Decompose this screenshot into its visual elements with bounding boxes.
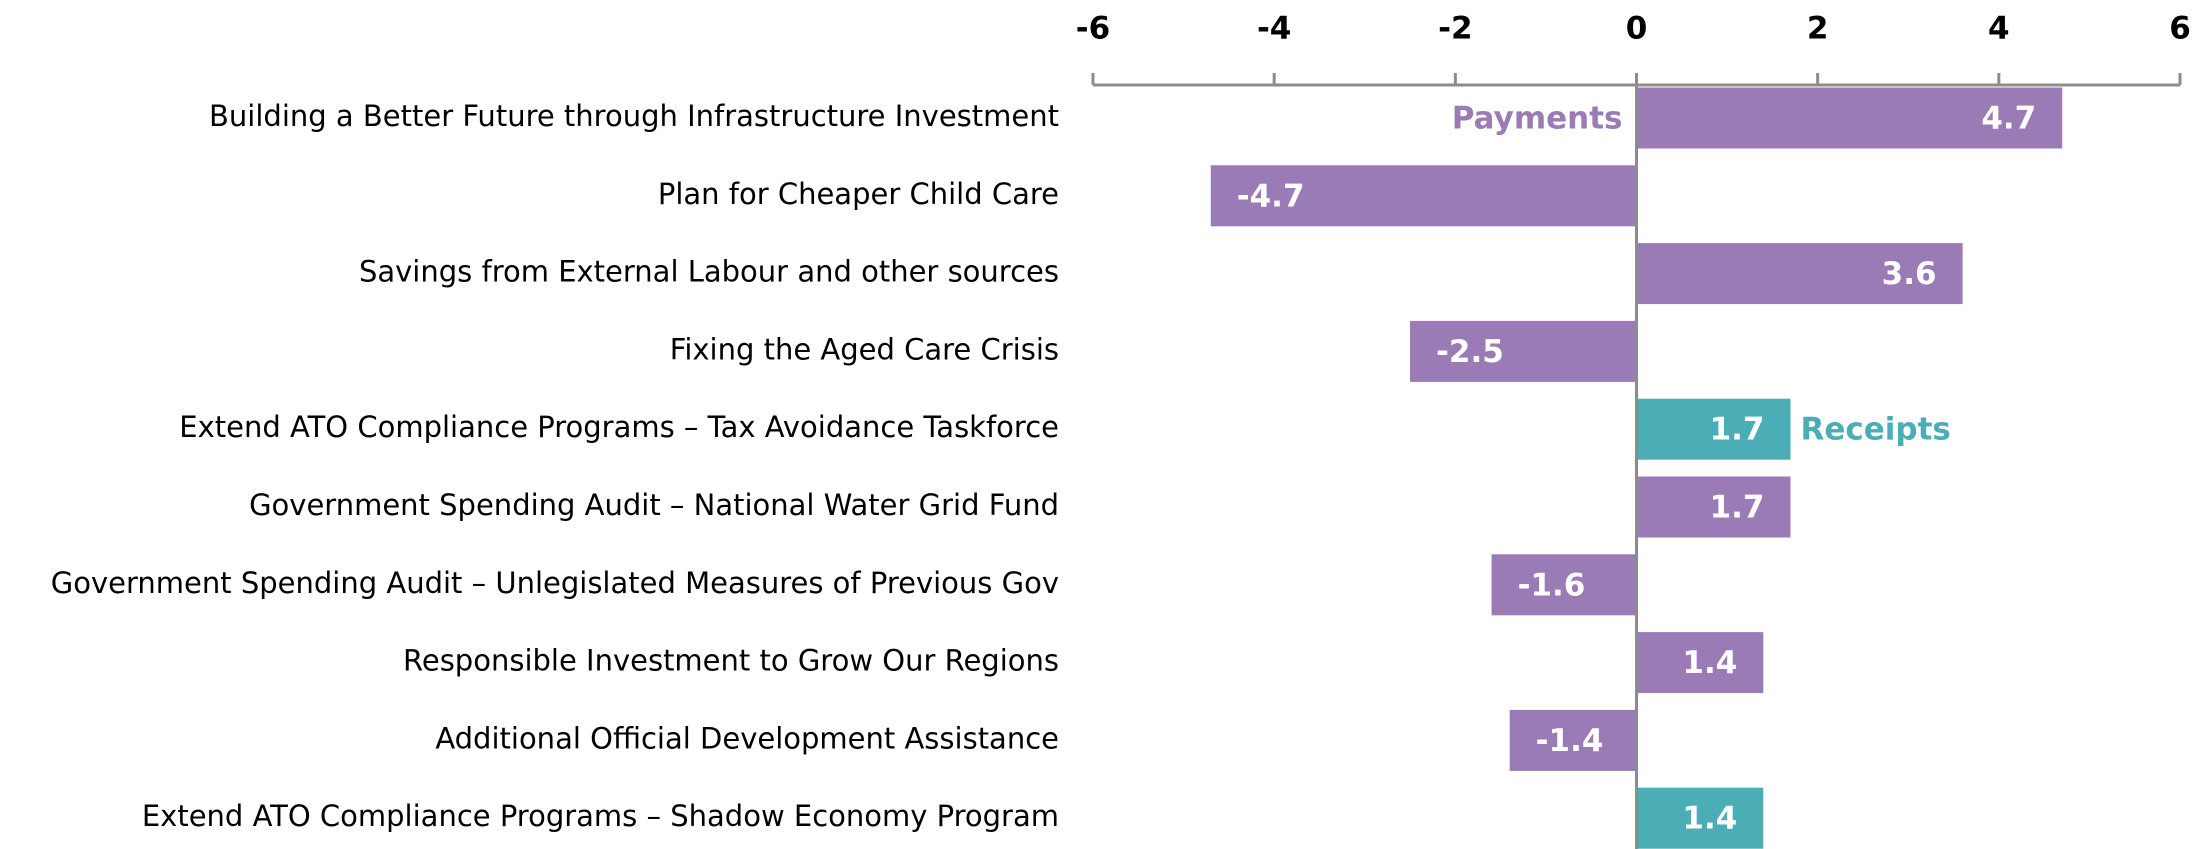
category-label: Savings from External Labour and other s… bbox=[359, 255, 1059, 289]
x-tick-label: -6 bbox=[1076, 11, 1110, 47]
x-tick-label: -4 bbox=[1257, 11, 1291, 47]
value-label: -1.4 bbox=[1536, 723, 1604, 759]
category-label: Extend ATO Compliance Programs – Tax Avo… bbox=[179, 410, 1059, 444]
x-tick-label: -2 bbox=[1438, 11, 1472, 47]
value-label: 1.7 bbox=[1710, 412, 1765, 448]
x-tick-label: 0 bbox=[1626, 11, 1648, 47]
bar bbox=[1636, 243, 1963, 305]
value-label: -2.5 bbox=[1436, 334, 1504, 370]
value-label: 3.6 bbox=[1882, 256, 1937, 292]
category-label: Responsible Investment to Grow Our Regio… bbox=[403, 644, 1059, 678]
bar bbox=[1491, 554, 1637, 616]
category-label: Government Spending Audit – National Wat… bbox=[249, 488, 1059, 522]
bar bbox=[1210, 165, 1637, 227]
legend-label: Payments bbox=[1452, 101, 1623, 137]
x-tick-label: 4 bbox=[1988, 11, 2010, 47]
value-label: -1.6 bbox=[1518, 567, 1586, 603]
value-label: 1.7 bbox=[1710, 490, 1765, 526]
category-label: Government Spending Audit – Unlegislated… bbox=[51, 566, 1059, 600]
bar bbox=[1636, 632, 1764, 694]
bar bbox=[1636, 87, 2063, 149]
category-label: Extend ATO Compliance Programs – Shadow … bbox=[142, 799, 1059, 833]
value-label: 1.4 bbox=[1682, 801, 1737, 837]
bar bbox=[1636, 398, 1791, 460]
category-label: Additional Official Development Assistan… bbox=[435, 721, 1059, 755]
legend-label: Receipts bbox=[1800, 412, 1950, 448]
bar bbox=[1410, 320, 1637, 382]
bar bbox=[1636, 787, 1764, 849]
value-label: 1.4 bbox=[1682, 645, 1737, 681]
bar bbox=[1509, 709, 1637, 771]
x-tick-label: 6 bbox=[2169, 11, 2191, 47]
x-tick-label: 2 bbox=[1807, 11, 1829, 47]
bar bbox=[1636, 476, 1791, 538]
category-label: Plan for Cheaper Child Care bbox=[658, 177, 1059, 211]
value-label: -4.7 bbox=[1237, 178, 1305, 214]
category-label: Building a Better Future through Infrast… bbox=[209, 99, 1059, 133]
category-label: Fixing the Aged Care Crisis bbox=[670, 332, 1059, 366]
value-label: 4.7 bbox=[1981, 101, 2036, 137]
